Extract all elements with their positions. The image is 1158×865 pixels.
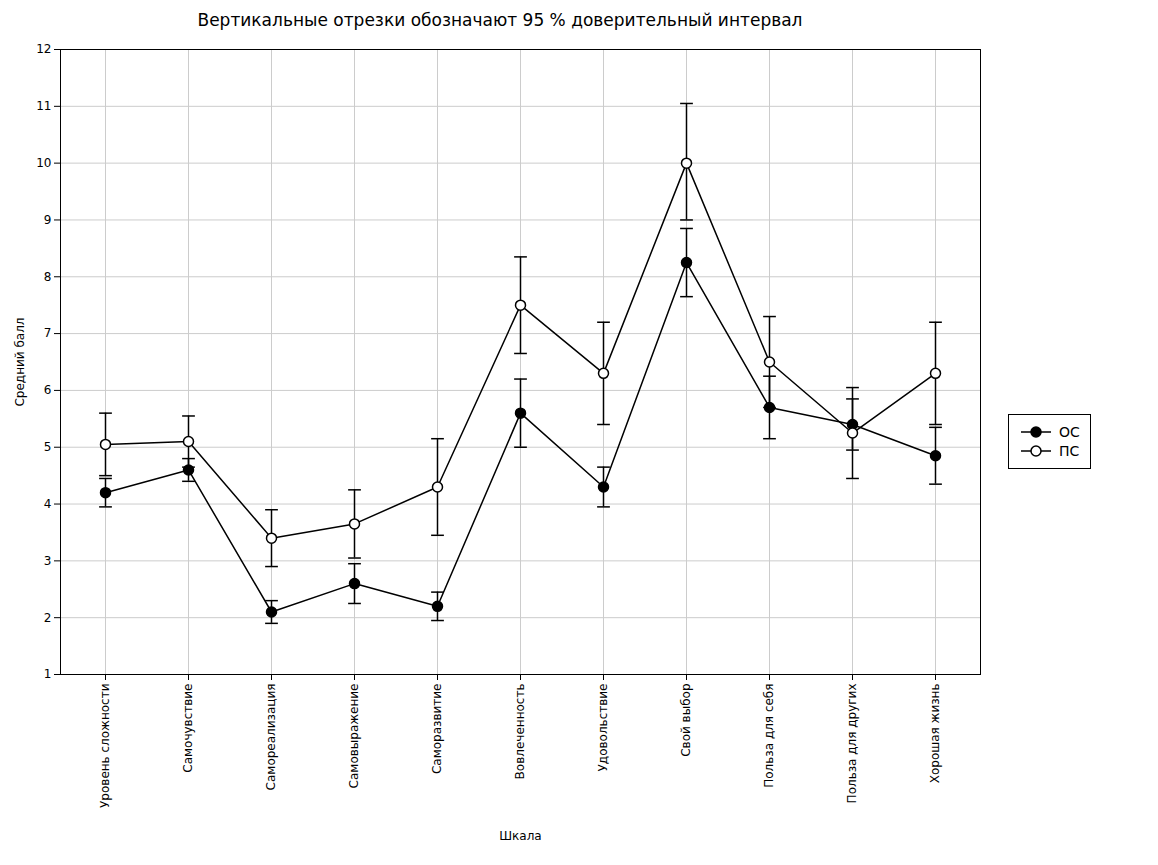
html-text:ОС: ОС	[1059, 424, 1080, 440]
svg-text:7: 7	[44, 326, 52, 340]
svg-text:5: 5	[44, 440, 52, 454]
svg-text:Средний балл: Средний балл	[13, 317, 27, 406]
svg-text:Уровень сложности: Уровень сложности	[98, 684, 112, 808]
svg-text:Самочувствие: Самочувствие	[181, 684, 195, 773]
svg-text:3: 3	[44, 554, 52, 568]
svg-text:11: 11	[36, 99, 51, 113]
svg-text:6: 6	[44, 383, 52, 397]
svg-text:4: 4	[44, 497, 52, 511]
svg-text:Шкала: Шкала	[499, 829, 541, 843]
svg-text:Польза для других: Польза для других	[845, 684, 859, 804]
svg-text:Саморазвитие: Саморазвитие	[430, 684, 444, 775]
svg-text:Хорошая жизнь: Хорошая жизнь	[928, 684, 942, 784]
svg-text:Свой выбор: Свой выбор	[679, 684, 693, 757]
svg-text:Самореализация: Самореализация	[264, 684, 278, 791]
svg-text:12: 12	[36, 42, 51, 56]
html-text:Вертикальные отрезки обозначаю: Вертикальные отрезки обозначают 95 % дов…	[197, 10, 803, 30]
svg-text:Польза для себя: Польза для себя	[762, 684, 776, 788]
svg-text:10: 10	[36, 156, 51, 170]
html-text:ПС: ПС	[1059, 443, 1080, 459]
svg-text:8: 8	[44, 270, 52, 284]
svg-text:Вовлеченность: Вовлеченность	[513, 684, 527, 780]
svg-text:Удовольствие: Удовольствие	[596, 684, 610, 772]
svg-text:9: 9	[44, 213, 52, 227]
svg-text:1: 1	[44, 667, 52, 681]
svg-text:2: 2	[44, 611, 52, 625]
svg-text:Самовыражение: Самовыражение	[347, 684, 361, 789]
